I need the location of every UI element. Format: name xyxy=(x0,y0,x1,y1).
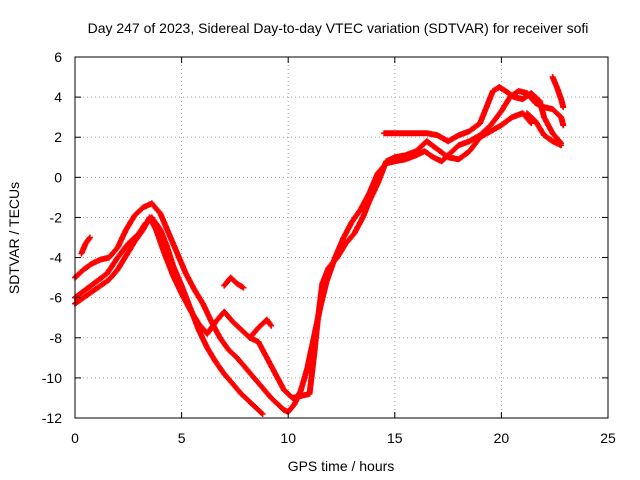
plus-markers xyxy=(72,110,535,401)
plot-frame xyxy=(74,56,609,419)
x-tick-label: 20 xyxy=(494,430,510,446)
plus-markers xyxy=(381,84,565,147)
x-tick-label: 25 xyxy=(600,430,616,446)
series-track-e xyxy=(78,234,93,257)
series-track-i xyxy=(524,110,565,149)
plus-markers xyxy=(72,214,266,417)
series-track-a xyxy=(72,214,266,417)
x-tick-label: 10 xyxy=(280,430,296,446)
data-series xyxy=(72,74,567,417)
plus-markers xyxy=(78,234,93,257)
x-tick-label: 5 xyxy=(178,430,186,446)
x-axis-label: GPS time / hours xyxy=(288,458,395,474)
x-tick-label: 0 xyxy=(71,430,79,446)
y-tick-label: 2 xyxy=(54,129,62,145)
series-track-f xyxy=(221,274,247,291)
series-track-d xyxy=(381,84,565,147)
axis-ticks: 0 5 10 15 20 25 -12 -10 -8 -6 -4 -2 0 2 4 6 xyxy=(42,49,616,446)
y-tick-label: 4 xyxy=(54,89,62,105)
y-tick-label: -6 xyxy=(50,290,63,306)
y-axis-label: SDTVAR / TECUs xyxy=(6,182,22,294)
y-tick-label: 0 xyxy=(54,169,62,185)
y-tick-label: -10 xyxy=(42,370,62,386)
y-tick-label: 6 xyxy=(54,49,62,65)
y-tick-label: -8 xyxy=(50,330,63,346)
plus-markers xyxy=(549,74,567,111)
plus-markers xyxy=(221,274,247,291)
plus-markers xyxy=(246,316,275,341)
series-track-h xyxy=(549,74,567,111)
series-track-c xyxy=(72,110,535,401)
y-tick-label: -12 xyxy=(42,410,62,426)
chart-title: Day 247 of 2023, Sidereal Day-to-day VTE… xyxy=(88,20,589,36)
x-tick-label: 15 xyxy=(387,430,403,446)
series-track-g xyxy=(246,316,275,341)
y-tick-label: -2 xyxy=(50,209,63,225)
plus-markers xyxy=(524,110,565,149)
y-tick-label: -4 xyxy=(50,250,63,266)
